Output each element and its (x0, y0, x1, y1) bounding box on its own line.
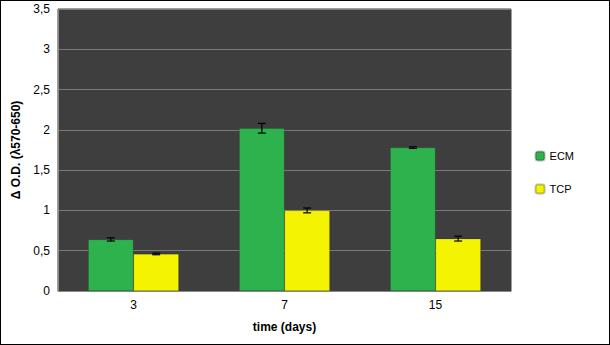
svg-text:ECM: ECM (550, 150, 574, 162)
svg-text:1: 1 (43, 203, 50, 217)
svg-text:15: 15 (429, 298, 443, 312)
svg-text:3: 3 (43, 42, 50, 56)
svg-text:0: 0 (43, 284, 50, 298)
svg-text:1,5: 1,5 (33, 163, 50, 177)
svg-text:3: 3 (130, 298, 137, 312)
svg-text:0,5: 0,5 (33, 244, 50, 258)
svg-text:TCP: TCP (550, 183, 572, 195)
svg-text:7: 7 (281, 298, 288, 312)
svg-text:2,5: 2,5 (33, 83, 50, 97)
svg-text:Δ O.D. (λ570-650): Δ O.D. (λ570-650) (9, 101, 23, 200)
svg-text:2: 2 (43, 123, 50, 137)
svg-text:3,5: 3,5 (33, 2, 50, 16)
svg-text:time (days): time (days) (253, 320, 316, 334)
